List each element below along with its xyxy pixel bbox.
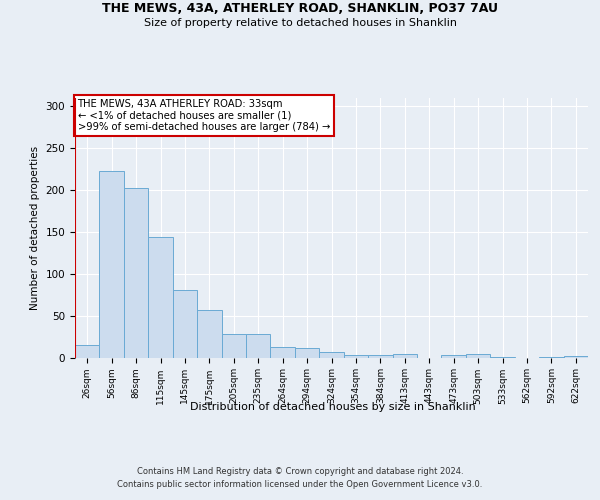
Bar (319, 352, 344, 358)
Bar (148, 236, 173, 358)
Bar (124, 188, 148, 358)
Bar (368, 355, 392, 358)
Bar (197, 310, 221, 358)
Text: THE MEWS, 43A, ATHERLEY ROAD, SHANKLIN, PO37 7AU: THE MEWS, 43A, ATHERLEY ROAD, SHANKLIN, … (102, 2, 498, 16)
Bar (75, 345, 100, 358)
Bar (539, 356, 563, 358)
Text: THE MEWS, 43A ATHERLEY ROAD: 33sqm
← <1% of detached houses are smaller (1)
>99%: THE MEWS, 43A ATHERLEY ROAD: 33sqm ← <1%… (77, 99, 330, 132)
Bar (173, 290, 197, 358)
Text: Size of property relative to detached houses in Shanklin: Size of property relative to detached ho… (143, 18, 457, 28)
Bar (442, 355, 466, 358)
Text: Contains HM Land Registry data © Crown copyright and database right 2024.: Contains HM Land Registry data © Crown c… (137, 467, 463, 476)
Text: Contains public sector information licensed under the Open Government Licence v3: Contains public sector information licen… (118, 480, 482, 489)
Bar (490, 356, 515, 358)
Bar (246, 334, 271, 357)
Text: Distribution of detached houses by size in Shanklin: Distribution of detached houses by size … (190, 402, 476, 412)
Bar (466, 354, 490, 358)
Bar (563, 356, 588, 358)
Bar (271, 346, 295, 358)
Bar (392, 354, 417, 358)
Bar (100, 172, 124, 358)
Y-axis label: Number of detached properties: Number of detached properties (30, 146, 40, 310)
Bar (221, 334, 246, 357)
Bar (344, 355, 368, 358)
Bar (295, 348, 319, 358)
